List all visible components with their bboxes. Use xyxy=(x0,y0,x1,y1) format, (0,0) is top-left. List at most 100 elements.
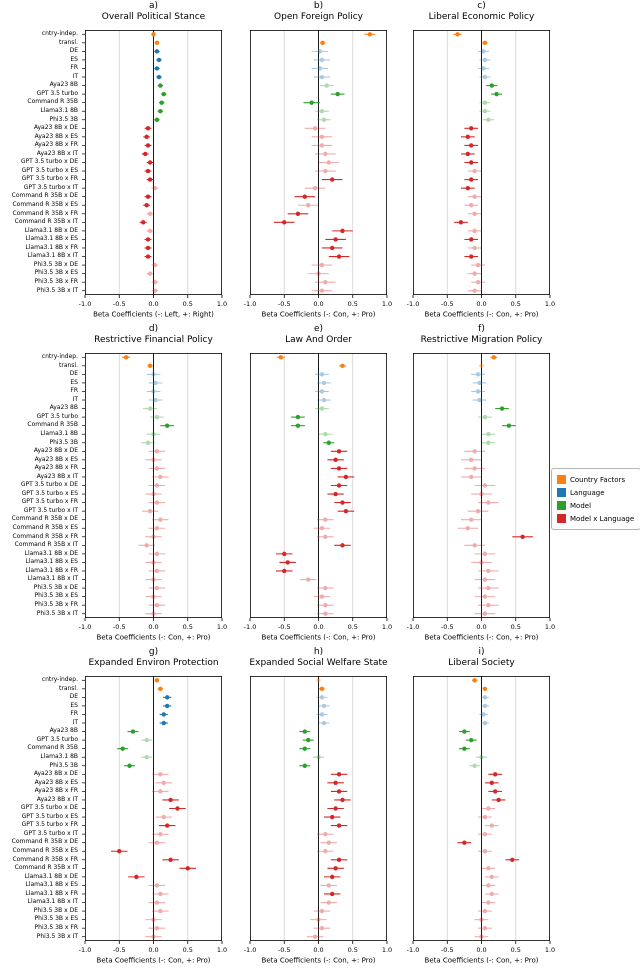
coef-point xyxy=(127,729,139,734)
x-tick-label: 0.0 xyxy=(313,623,323,631)
y-tick-label: Llama3.1 8B x DE xyxy=(24,872,78,880)
coef-point xyxy=(320,900,337,905)
coef-point xyxy=(144,237,152,242)
point-marker xyxy=(154,925,160,931)
y-tick-label: GPT 3.5 turbo x ES xyxy=(21,166,78,174)
point-marker xyxy=(151,32,156,37)
coef-point xyxy=(339,363,346,369)
coef-point xyxy=(287,211,309,216)
x-tick-label: -1.0 xyxy=(79,300,92,308)
point-marker xyxy=(465,151,470,157)
coef-point xyxy=(313,755,324,760)
point-marker xyxy=(333,491,338,497)
point-marker xyxy=(333,237,338,242)
plot-area-h: -1.0 -0.5 0.0 0.5 1.0 Beta Coefficients (-: C… xyxy=(244,676,392,965)
coef-point xyxy=(479,712,488,717)
y-tick-label: Llama3.1 8B x DE xyxy=(24,226,78,234)
point-marker xyxy=(340,543,345,548)
coef-point xyxy=(294,194,316,199)
point-marker xyxy=(309,100,314,105)
point-marker xyxy=(494,91,499,97)
coef-point xyxy=(297,203,319,208)
coef-point xyxy=(146,228,154,234)
point-marker xyxy=(316,917,321,922)
point-marker xyxy=(482,594,488,599)
point-marker xyxy=(320,40,325,46)
coef-point xyxy=(276,551,293,557)
coef-point xyxy=(464,126,479,131)
panel-title-h: Expanded Social Welfare State xyxy=(249,658,388,668)
y-tick-label: Command R 35B x ES xyxy=(12,524,78,532)
coef-point xyxy=(138,543,155,548)
point-marker xyxy=(144,203,149,208)
subplot-a: a) Overall Political Stance -1.0 -0.5 0.0 0.5… xyxy=(79,0,228,322)
point-marker xyxy=(130,729,136,734)
y-tick-label: Llama3.1 8B xyxy=(40,430,78,437)
point-marker xyxy=(472,543,477,548)
coef-point xyxy=(479,74,491,80)
plot-area-c: -1.0 -0.5 0.0 0.5 1.0 Beta Coefficients (-: C… xyxy=(407,30,555,319)
x-tick-label: -0.5 xyxy=(113,623,126,631)
point-marker xyxy=(486,900,491,905)
point-marker xyxy=(481,49,486,54)
point-marker xyxy=(330,245,335,251)
coef-point xyxy=(330,483,348,488)
point-marker xyxy=(469,737,474,743)
point-marker xyxy=(486,602,491,608)
point-marker xyxy=(489,874,494,880)
point-marker xyxy=(317,66,323,71)
x-tick-label: 0.0 xyxy=(476,300,486,308)
plot-frame xyxy=(85,30,222,296)
point-marker xyxy=(319,109,325,114)
point-marker xyxy=(472,194,477,199)
point-marker xyxy=(475,389,481,394)
point-marker xyxy=(472,449,477,454)
point-marker xyxy=(144,755,149,760)
point-marker xyxy=(489,780,494,786)
coef-point xyxy=(315,406,329,411)
coef-point xyxy=(458,729,470,734)
subplot-h: h) Expanded Social Welfare State -1.0 -0.5 0… xyxy=(244,646,393,968)
y-tick-label: FR xyxy=(70,387,78,395)
y-tick-label: FR xyxy=(70,64,78,72)
x-tick-label: -1.0 xyxy=(407,300,420,308)
coef-point xyxy=(323,440,335,445)
y-tick-label: GPT 3.5 turbo x FR xyxy=(21,175,78,183)
coef-point xyxy=(156,57,162,63)
point-marker xyxy=(161,712,166,717)
point-marker xyxy=(319,389,325,394)
coef-point xyxy=(141,151,149,157)
point-marker xyxy=(145,237,151,242)
y-tick-label: Command R 35B xyxy=(27,421,78,429)
point-marker xyxy=(151,432,156,437)
point-marker xyxy=(469,203,474,208)
coef-point xyxy=(313,594,331,599)
coef-point xyxy=(146,177,154,182)
coef-point xyxy=(478,814,492,820)
coef-point xyxy=(474,577,496,582)
point-marker xyxy=(154,66,160,71)
point-marker xyxy=(154,551,160,557)
coef-point xyxy=(478,908,492,914)
point-marker xyxy=(472,245,477,251)
coef-point xyxy=(315,168,336,174)
point-marker xyxy=(144,543,149,548)
x-tick-label: -0.5 xyxy=(441,946,454,954)
coef-point xyxy=(143,134,151,140)
coef-point xyxy=(318,703,330,709)
point-marker xyxy=(479,560,484,565)
point-marker xyxy=(489,823,494,828)
subplot-e: e) Law And Order -1.0 -0.5 0.0 0.5 1.0 Beta Coe… xyxy=(244,323,393,645)
x-axis-label-h: Beta Coefficients (-: Con, +: Pro) xyxy=(262,957,376,965)
y-tick-label: Aya23 8B x ES xyxy=(34,778,78,786)
legend-label: Model xyxy=(570,501,592,510)
coef-point xyxy=(330,772,348,777)
point-marker xyxy=(486,806,491,811)
point-marker xyxy=(147,211,153,216)
point-marker xyxy=(482,57,488,63)
coef-point xyxy=(467,508,489,514)
plot-frame xyxy=(413,676,550,942)
point-marker xyxy=(127,763,132,768)
y-tick-label: Phi3.5 3B x DE xyxy=(33,260,78,268)
point-marker xyxy=(481,66,486,71)
